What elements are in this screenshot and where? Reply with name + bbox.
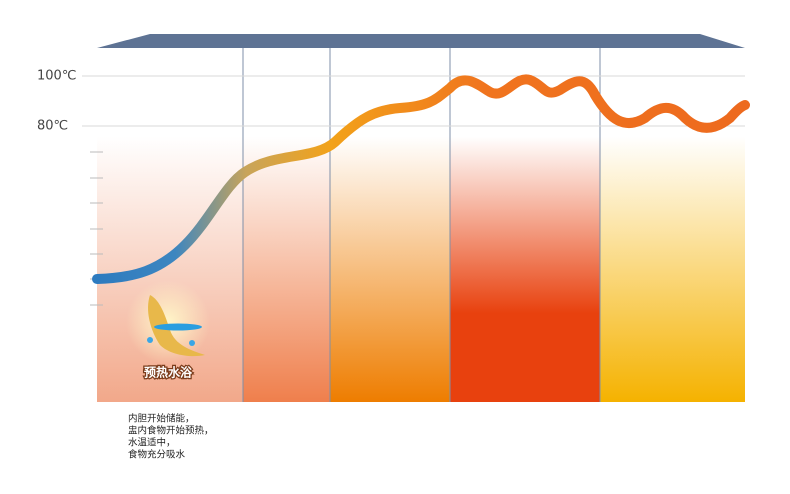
stage-badge: 预热水浴 — [144, 365, 193, 380]
ginseng-icon — [126, 280, 210, 364]
caption-line: 水温适中， — [128, 437, 176, 449]
caption: 内胆开始储能， 盅内食物开始预热， 水温适中， 食物充分吸水 — [128, 413, 214, 461]
axis-label: 80℃ — [37, 119, 68, 134]
columns — [97, 48, 745, 402]
axis-label: 100℃ — [37, 69, 76, 84]
temperature-curve — [92, 74, 750, 284]
caption-line: 食物充分吸水 — [128, 449, 186, 461]
caption-line: 内胆开始储能， — [128, 413, 195, 425]
top-band — [97, 34, 745, 48]
caption-line: 盅内食物开始预热， — [128, 425, 214, 437]
